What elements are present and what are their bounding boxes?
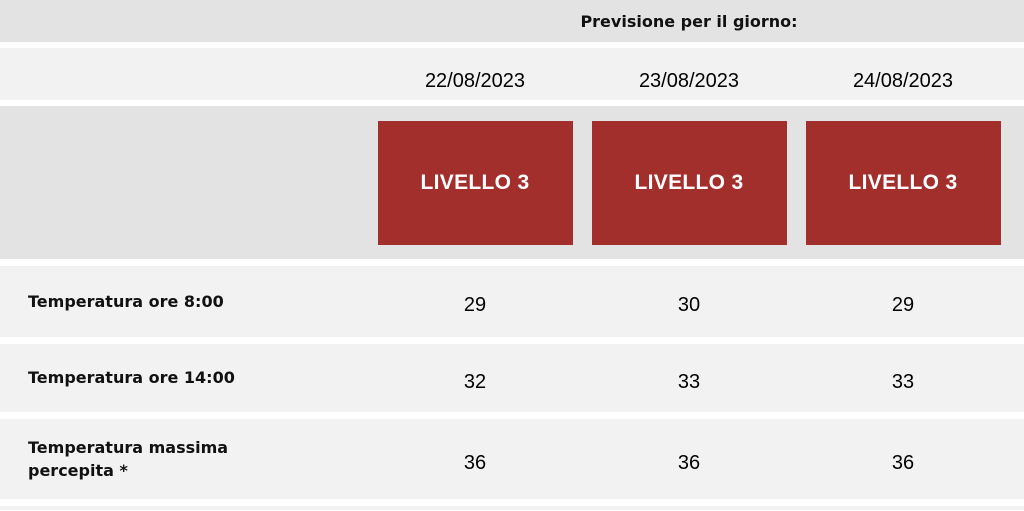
temperature-value: 29: [463, 294, 487, 316]
level-badge: LIVELLO 3: [805, 120, 1001, 245]
title-row-empty-cell: [0, 0, 368, 42]
temperature-value: 33: [677, 370, 701, 393]
date-column-header: 24/08/2023: [852, 69, 954, 92]
level-badge: LIVELLO 3: [591, 120, 787, 245]
table-row: Temperatura massima percepita * 36 36 36: [0, 419, 1024, 499]
page-title: Previsione per il giorno:: [580, 11, 798, 31]
level-badge: LIVELLO 3: [377, 120, 573, 245]
row-label: Temperatura massima percepita *: [28, 437, 229, 480]
table-row: Temperatura ore 8:00 29 30 29: [0, 266, 1024, 337]
temperature-value: 29: [891, 294, 915, 316]
next-row-cutoff: [0, 506, 1024, 510]
level-row-empty-cell: [0, 106, 368, 259]
row-values: 36 36 36: [368, 419, 1024, 499]
level-row-columns: LIVELLO 3 LIVELLO 3 LIVELLO 3: [368, 106, 1024, 259]
temperature-value: 36: [891, 451, 915, 474]
level-cell: LIVELLO 3: [368, 106, 582, 259]
temperature-value: 33: [891, 370, 915, 393]
level-badges-row: LIVELLO 3 LIVELLO 3 LIVELLO 3: [0, 106, 1024, 259]
title-row-columns: Previsione per il giorno:: [368, 0, 1024, 42]
row-values: 29 30 29: [368, 266, 1024, 337]
temperature-value: 36: [463, 451, 487, 474]
level-cell: LIVELLO 3: [582, 106, 796, 259]
date-column-header: 22/08/2023: [424, 69, 526, 92]
row-label: Temperatura ore 8:00: [28, 291, 224, 311]
row-label: Temperatura ore 14:00: [28, 368, 235, 388]
table-row: Temperatura ore 14:00 32 33 33: [0, 344, 1024, 412]
temperature-value: 30: [677, 294, 701, 316]
row-values: 32 33 33: [368, 344, 1024, 412]
date-header-row: 22/08/2023 23/08/2023 24/08/2023: [0, 48, 1024, 100]
temperature-value: 36: [677, 451, 701, 474]
date-column-header: 23/08/2023: [638, 69, 740, 92]
temperature-value: 32: [463, 370, 487, 393]
date-row-columns: 22/08/2023 23/08/2023 24/08/2023: [368, 48, 1024, 100]
date-row-empty-cell: [0, 48, 368, 100]
level-cell: LIVELLO 3: [796, 106, 1010, 259]
forecast-title-row: Previsione per il giorno:: [0, 0, 1024, 42]
